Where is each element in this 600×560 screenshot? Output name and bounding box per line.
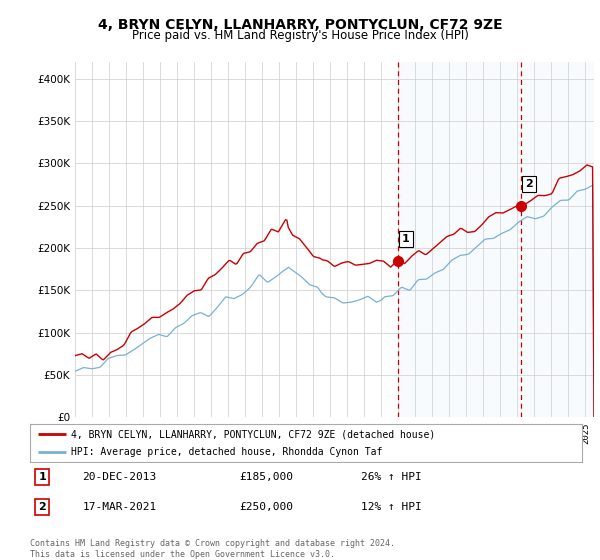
Text: 1: 1 xyxy=(402,234,410,244)
Text: 1: 1 xyxy=(38,472,46,482)
Text: £250,000: £250,000 xyxy=(240,502,294,512)
Text: HPI: Average price, detached house, Rhondda Cynon Taf: HPI: Average price, detached house, Rhon… xyxy=(71,447,383,457)
Text: 12% ↑ HPI: 12% ↑ HPI xyxy=(361,502,422,512)
Bar xyxy=(398,62,594,417)
Text: 2: 2 xyxy=(525,179,533,189)
Text: 17-MAR-2021: 17-MAR-2021 xyxy=(82,502,157,512)
Text: 4, BRYN CELYN, LLANHARRY, PONTYCLUN, CF72 9ZE: 4, BRYN CELYN, LLANHARRY, PONTYCLUN, CF7… xyxy=(98,18,502,32)
Text: 20-DEC-2013: 20-DEC-2013 xyxy=(82,472,157,482)
Text: 26% ↑ HPI: 26% ↑ HPI xyxy=(361,472,422,482)
Text: 2: 2 xyxy=(38,502,46,512)
Text: Contains HM Land Registry data © Crown copyright and database right 2024.
This d: Contains HM Land Registry data © Crown c… xyxy=(30,539,395,559)
Text: 4, BRYN CELYN, LLANHARRY, PONTYCLUN, CF72 9ZE (detached house): 4, BRYN CELYN, LLANHARRY, PONTYCLUN, CF7… xyxy=(71,429,436,439)
Text: Price paid vs. HM Land Registry's House Price Index (HPI): Price paid vs. HM Land Registry's House … xyxy=(131,29,469,42)
Text: £185,000: £185,000 xyxy=(240,472,294,482)
